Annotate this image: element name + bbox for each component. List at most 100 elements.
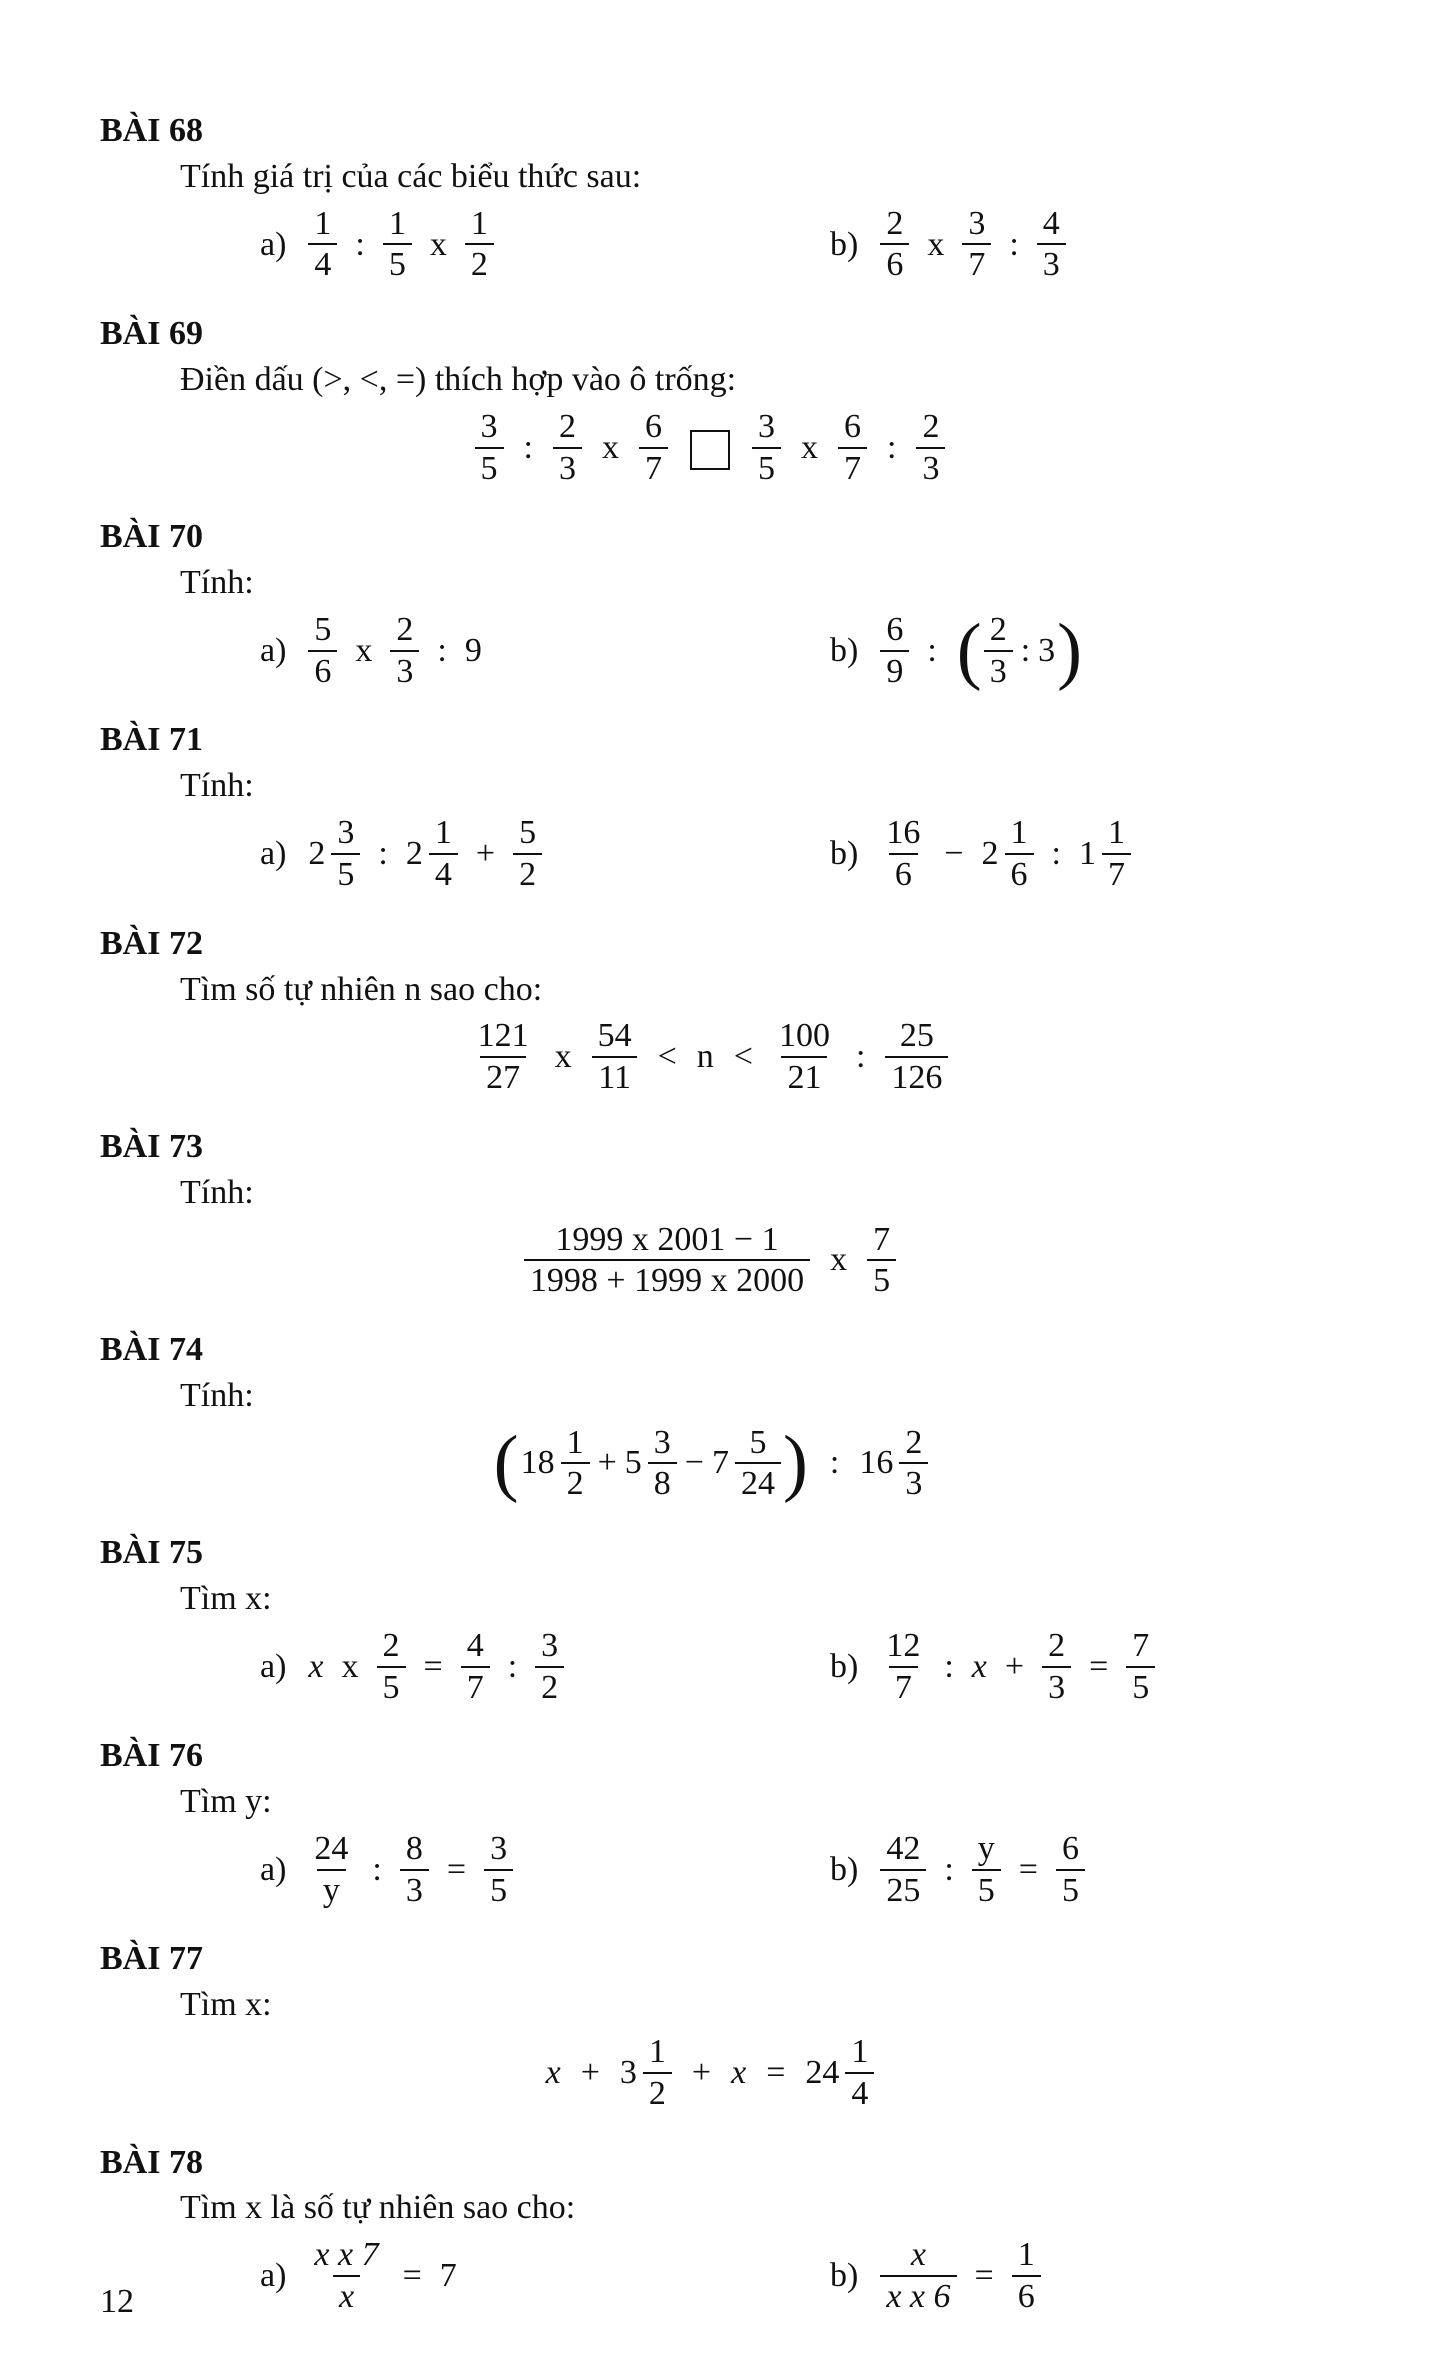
ex73-title: BÀI 73 [100,1124,1320,1170]
mixed-number: 2414 [805,2034,874,2111]
ex68-title: BÀI 68 [100,108,1320,154]
fraction: 35 [484,1831,513,1908]
ex76-title: BÀI 76 [100,1733,1320,1779]
ex73-prompt: Tính: [180,1170,1320,1216]
ex74-title: BÀI 74 [100,1327,1320,1373]
fraction: 10021 [773,1018,836,1095]
part-label: b) [830,222,858,268]
fraction: 26 [880,206,909,283]
ex73-expression: 1999 x 2001 − 1 1998 + 1999 x 2000 x 75 [100,1222,1320,1299]
ex77-expression: x + 312 + x = 2414 [100,2034,1320,2111]
mixed-number: 2 35 [308,815,360,892]
ex71-title: BÀI 71 [100,717,1320,763]
answer-box[interactable] [690,430,730,470]
ex71-prompt: Tính: [180,763,1320,809]
ex77-prompt: Tìm x: [180,1982,1320,2028]
fraction: 24y [308,1831,354,1908]
part-label: a) [260,222,286,268]
fraction: 23 [553,409,582,486]
ex76-b: b) 4225 : y5 = 65 [830,1831,1320,1908]
ex78-parts: a) x x 7 x = 7 b) x x x 6 = 16 [260,2237,1320,2314]
fraction: 37 [962,206,991,283]
fraction: x x x 6 [880,2237,956,2314]
ex72-expression: 12127 x 5411 < n < 10021 : 25126 [100,1018,1320,1095]
ex76-parts: a) 24y : 83 = 35 b) 4225 : y5 = 65 [260,1831,1320,1908]
fraction: 65 [1056,1831,1085,1908]
ex76-prompt: Tìm y: [180,1779,1320,1825]
ex69-title: BÀI 69 [100,311,1320,357]
fraction: 23 [390,612,419,689]
part-label: b) [830,2253,858,2299]
mixed-number: 312 [620,2034,672,2111]
ex70-prompt: Tính: [180,560,1320,606]
part-label: a) [260,628,286,674]
mixed-number: 1 17 [1079,815,1131,892]
fraction: 67 [838,409,867,486]
part-label: b) [830,1644,858,1690]
ex78-a: a) x x 7 x = 7 [260,2237,750,2314]
ex72-title: BÀI 72 [100,921,1320,967]
ex69-expression: 35 : 23 x 67 35 x 67 : 23 [100,409,1320,486]
ex74-prompt: Tính: [180,1373,1320,1419]
ex68-parts: a) 14 : 15 x 12 b) 26 x 37 : 43 [260,206,1320,283]
paren-group: ( 23 : 3 ) [955,612,1084,689]
ex78-b: b) x x x 6 = 16 [830,2237,1320,2314]
ex69-prompt: Điền dấu (>, <, =) thích hợp vào ô trống… [180,357,1320,403]
fraction: 35 [475,409,504,486]
part-label: b) [830,831,858,877]
part-label: a) [260,1644,286,1690]
ex70-b: b) 69 : ( 23 : 3 ) [830,612,1320,689]
part-label: b) [830,1847,858,1893]
ex75-parts: a) x x 25 = 47 : 32 b) 127 : x + 23 = 75 [260,1628,1320,1705]
fraction: 23 [916,409,945,486]
fraction: 52 [513,815,542,892]
ex68-a: a) 14 : 15 x 12 [260,206,750,283]
part-label: a) [260,2253,286,2299]
fraction: 75 [867,1222,896,1299]
fraction: 67 [639,409,668,486]
fraction: 5411 [592,1018,638,1095]
ex74-expression: ( 1812 + 538 − 7524 ) : 1623 [100,1425,1320,1502]
ex70-parts: a) 56 x 23 : 9 b) 69 : ( 23 : 3 ) [260,612,1320,689]
fraction: x x 7 x [308,2237,384,2314]
ex77-title: BÀI 77 [100,1936,1320,1982]
ex71-b: b) 166 − 2 16 : 1 17 [830,815,1320,892]
fraction: 25126 [885,1018,948,1095]
fraction: 69 [880,612,909,689]
fraction: 127 [880,1628,926,1705]
ex68-prompt: Tính giá trị của các biểu thức sau: [180,154,1320,200]
fraction: 23 [1042,1628,1071,1705]
ex78-prompt: Tìm x là số tự nhiên sao cho: [180,2185,1320,2231]
fraction: 12 [465,206,494,283]
fraction: 12127 [472,1018,535,1095]
ex71-a: a) 2 35 : 2 14 + 52 [260,815,750,892]
ex70-title: BÀI 70 [100,514,1320,560]
ex78-title: BÀI 78 [100,2140,1320,2186]
ex75-prompt: Tìm x: [180,1576,1320,1622]
ex75-title: BÀI 75 [100,1530,1320,1576]
fraction: 83 [400,1831,429,1908]
ex75-a: a) x x 25 = 47 : 32 [260,1628,750,1705]
ex76-a: a) 24y : 83 = 35 [260,1831,750,1908]
part-label: a) [260,831,286,877]
ex71-parts: a) 2 35 : 2 14 + 52 b) 166 − 2 16 : 1 [260,815,1320,892]
fraction: 32 [535,1628,564,1705]
fraction: 56 [308,612,337,689]
ex70-a: a) 56 x 23 : 9 [260,612,750,689]
fraction: 16 [1012,2237,1041,2314]
part-label: a) [260,1847,286,1893]
fraction: 43 [1037,206,1066,283]
ex75-b: b) 127 : x + 23 = 75 [830,1628,1320,1705]
big-fraction: 1999 x 2001 − 1 1998 + 1999 x 2000 [524,1222,810,1299]
ex72-prompt: Tìm số tự nhiên n sao cho: [180,967,1320,1013]
page: BÀI 68 Tính giá trị của các biểu thức sa… [0,0,1440,2375]
paren-group: ( 1812 + 538 − 7524 ) [492,1425,810,1502]
page-number: 12 [100,2279,134,2325]
fraction: 35 [752,409,781,486]
fraction: 14 [308,206,337,283]
mixed-number: 2 14 [406,815,458,892]
fraction: 166 [880,815,926,892]
mixed-number: 2 16 [982,815,1034,892]
ex68-b: b) 26 x 37 : 43 [830,206,1320,283]
part-label: b) [830,628,858,674]
